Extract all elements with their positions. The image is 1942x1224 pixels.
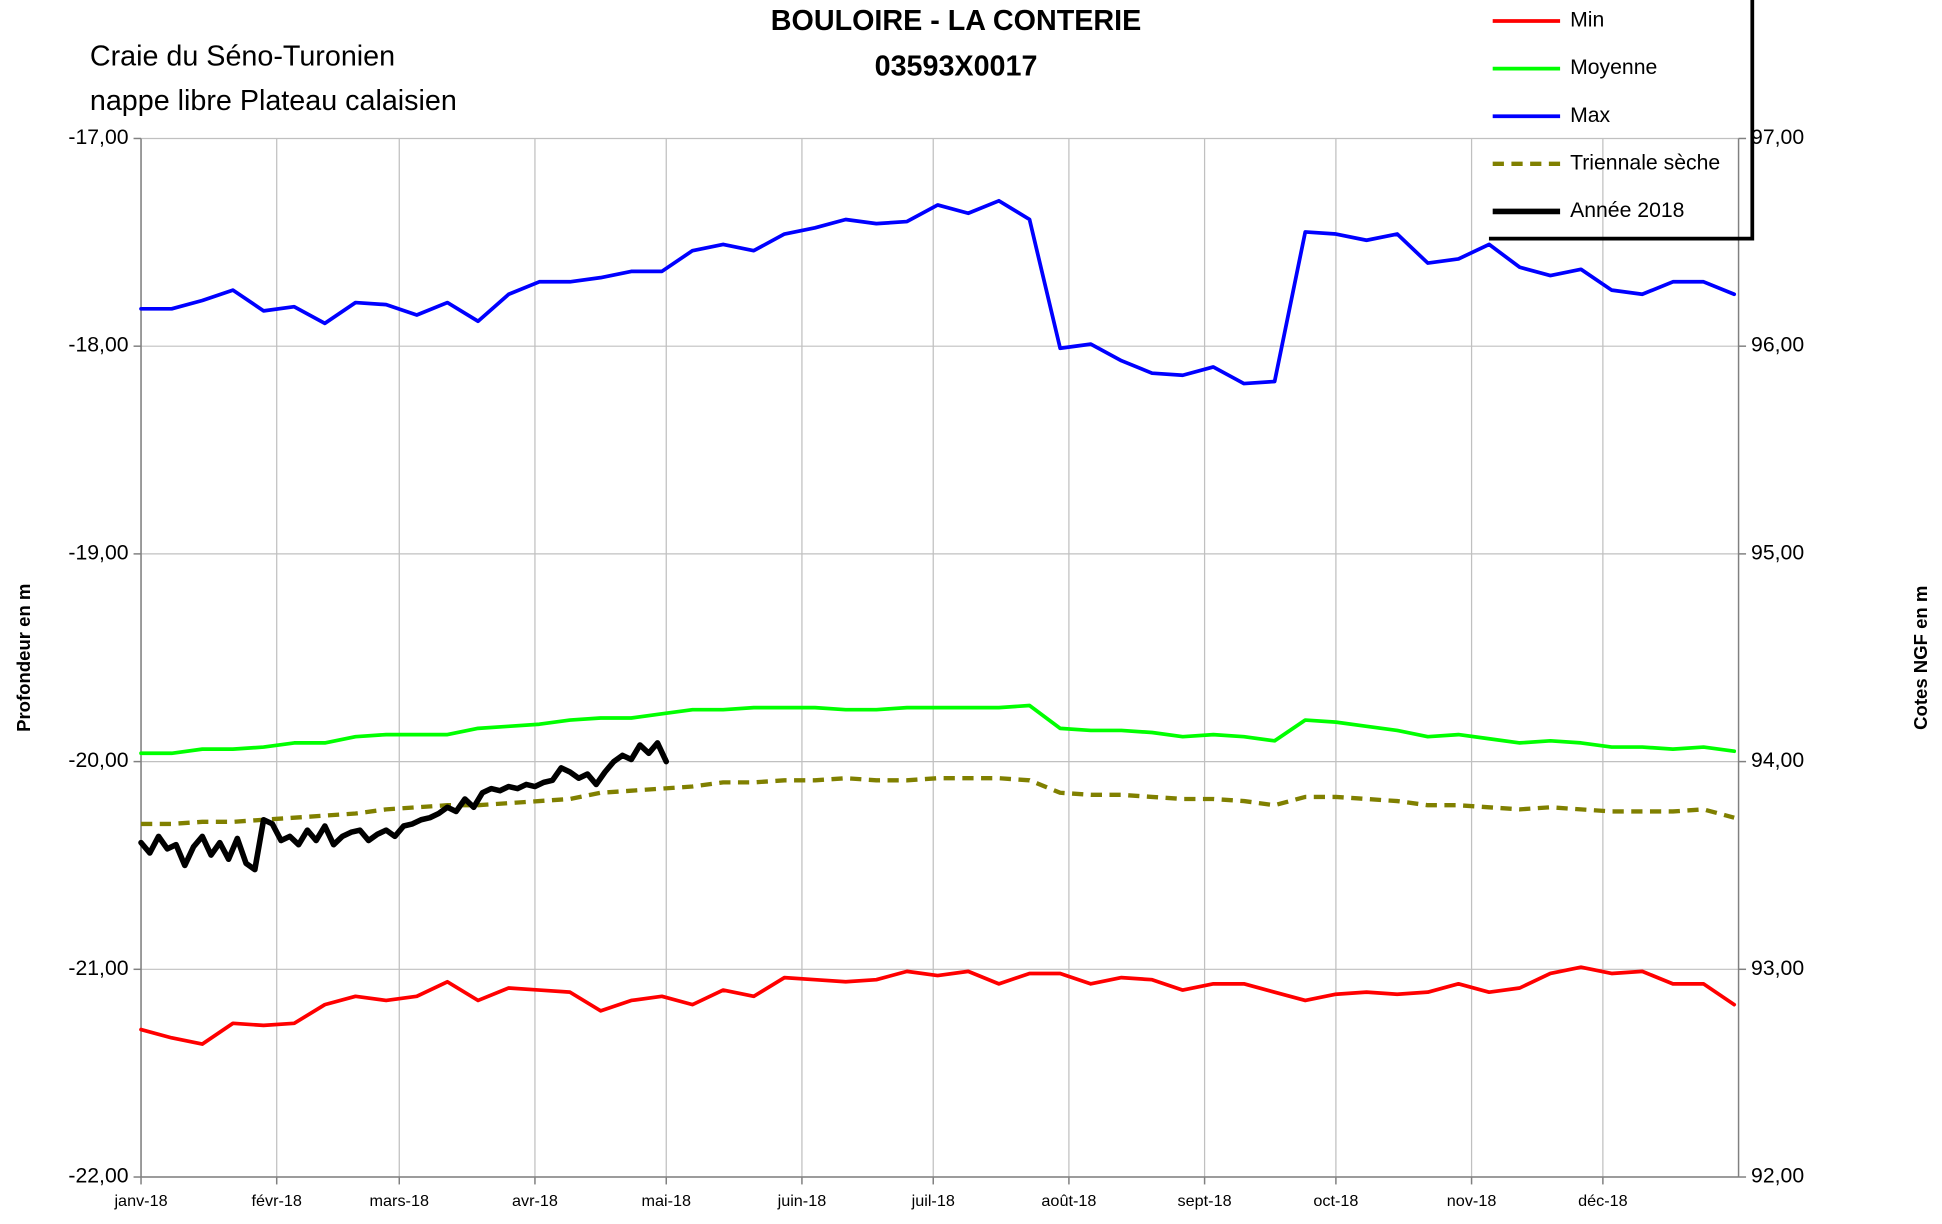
y2-tick-label: 96,00 bbox=[1751, 334, 1804, 357]
x-tick-label: août-18 bbox=[1041, 1192, 1096, 1210]
x-tick-label: janv-18 bbox=[113, 1192, 167, 1210]
x-tick-label: oct-18 bbox=[1313, 1192, 1358, 1210]
legend-border bbox=[1488, 0, 1755, 241]
y2-axis-label: Cotes NGF en m bbox=[1910, 586, 1931, 730]
y2-tick-label: 93,00 bbox=[1751, 957, 1804, 980]
y-tick-label: -18,00 bbox=[68, 334, 128, 357]
x-tick-label: mars-18 bbox=[370, 1192, 429, 1210]
y-tick-label: -21,00 bbox=[68, 957, 128, 980]
x-tick-label: juin-18 bbox=[777, 1192, 827, 1210]
x-tick-label: nov-18 bbox=[1447, 1192, 1497, 1210]
series-line bbox=[139, 198, 1737, 386]
chart-subtitle: Craie du Séno-Turonien bbox=[90, 41, 395, 73]
legend-label: Moyenne bbox=[1570, 56, 1657, 79]
chart-title: BOULOIRE - LA CONTERIE bbox=[771, 5, 1141, 37]
legend-label: Année 2018 bbox=[1570, 199, 1684, 222]
y2-tick-label: 92,00 bbox=[1751, 1165, 1804, 1188]
grid: janv-18 févr-18 mars-18 avr-18 mai-18 juin-18… bbox=[68, 126, 1804, 1210]
chart-subtitle: nappe libre Plateau calaisien bbox=[90, 85, 457, 117]
legend-label: Triennale sèche bbox=[1570, 151, 1720, 174]
x-tick-label: mai-18 bbox=[641, 1192, 691, 1210]
y2-tick-label: 95,00 bbox=[1751, 542, 1804, 565]
chart-title: 03593X0017 bbox=[875, 51, 1038, 83]
x-tick-label: déc-18 bbox=[1578, 1192, 1628, 1210]
legend: Min Moyenne Max Triennale sèche Année 2018 bbox=[1488, 0, 1755, 241]
series-line bbox=[141, 776, 1735, 827]
x-tick-label: avr-18 bbox=[512, 1192, 558, 1210]
y-tick-label: -19,00 bbox=[68, 542, 128, 565]
y-tick-label: -20,00 bbox=[68, 749, 128, 772]
y-tick-label: -17,00 bbox=[68, 126, 128, 149]
series bbox=[138, 198, 1737, 1046]
y2-tick-label: 97,00 bbox=[1751, 126, 1804, 149]
legend-label: Min bbox=[1570, 9, 1604, 32]
series-line bbox=[138, 740, 670, 873]
legend-label: Max bbox=[1570, 104, 1611, 127]
y2-tick-label: 94,00 bbox=[1751, 749, 1804, 772]
x-tick-label: févr-18 bbox=[252, 1192, 302, 1210]
series-line bbox=[139, 703, 1737, 756]
x-tick-label: juil-18 bbox=[911, 1192, 955, 1210]
y-axis-label: Profondeur en m bbox=[13, 584, 34, 732]
x-tick-label: sept-18 bbox=[1178, 1192, 1232, 1210]
series-line bbox=[139, 965, 1737, 1046]
y-tick-label: -22,00 bbox=[68, 1165, 128, 1188]
